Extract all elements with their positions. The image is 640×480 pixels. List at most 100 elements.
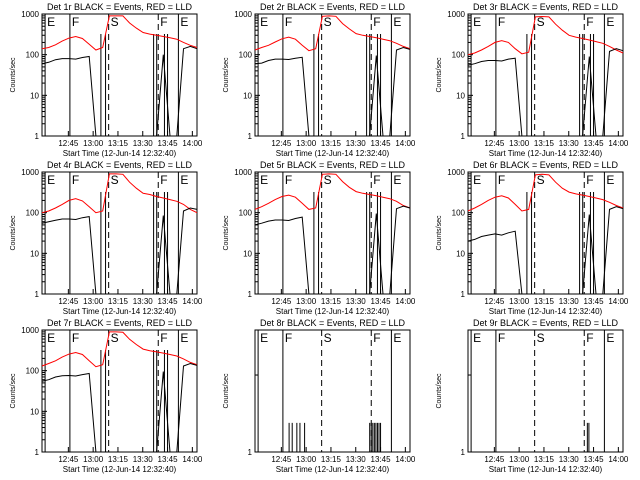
marker-letter: F — [285, 331, 292, 345]
x-tick-label: 12:45 — [484, 139, 505, 148]
y-tick-label: 1000 — [447, 168, 465, 177]
marker-letter: E — [260, 15, 268, 29]
x-tick-label: 12:45 — [58, 297, 79, 306]
series-line-lld — [467, 173, 624, 212]
marker-letter: F — [72, 15, 79, 29]
marker-letter: F — [498, 173, 505, 187]
x-tick-label: 13:30 — [346, 139, 367, 148]
marker-letter: E — [260, 173, 268, 187]
panel-title: Det 5r BLACK = Events, RED = LLD — [260, 160, 406, 170]
x-axis-label: Start Time (12-Jun-14 12:32:40) — [489, 465, 603, 474]
plot-frame — [41, 171, 198, 295]
marker-letter: F — [498, 15, 505, 29]
y-tick-label: 10 — [243, 249, 252, 258]
y-tick-label: 1000 — [21, 10, 39, 19]
y-axis-label: Counts/sec — [10, 57, 17, 93]
x-tick-label: 13:00 — [509, 297, 530, 306]
marker-letter: E — [606, 15, 614, 29]
x-tick-label: 14:00 — [395, 455, 416, 464]
x-tick-label: 13:30 — [133, 139, 154, 148]
y-tick-label: 100 — [239, 51, 253, 60]
y-tick-label: 1000 — [234, 168, 252, 177]
x-tick-label: 13:45 — [584, 455, 605, 464]
x-axis-label: Start Time (12-Jun-14 12:32:40) — [276, 307, 390, 316]
y-tick-label: 100 — [26, 367, 40, 376]
x-tick-label: 13:30 — [559, 139, 580, 148]
x-axis-label: Start Time (12-Jun-14 12:32:40) — [489, 307, 603, 316]
y-axis-label: Counts/sec — [10, 373, 17, 409]
series-line-events — [467, 206, 624, 295]
panel-3: Det 3r BLACK = Events, RED = LLD 1 10 100 10… — [436, 2, 629, 158]
y-tick-label: 10 — [456, 91, 465, 100]
marker-letter: F — [285, 15, 292, 29]
x-tick-label: 13:00 — [509, 455, 530, 464]
x-axis-label: Start Time (12-Jun-14 12:32:40) — [63, 149, 177, 158]
y-tick-label: 1000 — [21, 168, 39, 177]
panel-title: Det 7r BLACK = Events, RED = LLD — [47, 318, 193, 328]
panel-2: Det 2r BLACK = Events, RED = LLD 1 10 100 10… — [223, 2, 416, 158]
series-line-events — [467, 48, 624, 137]
y-tick-label: 1 — [461, 132, 466, 141]
y-tick-label: 10 — [30, 91, 39, 100]
y-tick-label: 10 — [30, 249, 39, 258]
marker-letter: F — [586, 331, 593, 345]
panel-9: Det 9r BLACK = Events, RED = LLD 1 Counts/… — [436, 318, 629, 474]
series-line-events — [41, 207, 198, 295]
marker-letter: S — [537, 15, 545, 29]
x-axis-label: Start Time (12-Jun-14 12:32:40) — [63, 465, 177, 474]
marker-letter: E — [393, 15, 401, 29]
panel-1: Det 1r BLACK = Events, RED = LLD 1 10 100 10… — [10, 2, 203, 158]
y-tick-label: 1 — [248, 290, 253, 299]
y-tick-label: 100 — [239, 209, 253, 218]
plot-frame — [254, 171, 411, 295]
marker-letter: E — [47, 15, 55, 29]
x-tick-label: 13:30 — [133, 297, 154, 306]
x-tick-label: 13:15 — [108, 455, 129, 464]
y-axis-label: Counts/sec — [223, 57, 230, 93]
panel-title: Det 1r BLACK = Events, RED = LLD — [47, 2, 193, 12]
x-tick-label: 13:30 — [346, 455, 367, 464]
marker-letter: S — [537, 331, 545, 345]
x-tick-label: 13:00 — [83, 297, 104, 306]
marker-letter: F — [498, 331, 505, 345]
x-tick-label: 13:30 — [346, 297, 367, 306]
y-tick-label: 10 — [243, 91, 252, 100]
series-line-events — [254, 46, 411, 137]
x-tick-label: 12:45 — [484, 297, 505, 306]
marker-letter: F — [285, 173, 292, 187]
marker-letter: S — [111, 15, 119, 29]
y-axis-label: Counts/sec — [10, 215, 17, 251]
x-tick-label: 13:00 — [83, 455, 104, 464]
panel-8: Det 8r BLACK = Events, RED = LLD 1 Counts/… — [223, 318, 416, 474]
y-axis-label: Counts/sec — [436, 215, 443, 251]
marker-letter: S — [111, 331, 119, 345]
x-tick-label: 13:15 — [321, 297, 342, 306]
marker-letter: E — [393, 331, 401, 345]
y-tick-label: 1 — [35, 290, 40, 299]
series-line-lld — [467, 15, 624, 56]
x-tick-label: 13:15 — [534, 297, 555, 306]
x-tick-label: 12:45 — [271, 297, 292, 306]
marker-letter: E — [47, 173, 55, 187]
marker-letter: E — [47, 331, 55, 345]
series-line-lld — [254, 15, 411, 52]
x-tick-label: 13:45 — [158, 297, 179, 306]
y-axis-label: Counts/sec — [436, 373, 443, 409]
x-tick-label: 13:45 — [158, 139, 179, 148]
x-tick-label: 13:45 — [584, 297, 605, 306]
x-tick-label: 14:00 — [608, 297, 629, 306]
series-line-events — [41, 362, 198, 453]
y-tick-label: 1 — [461, 448, 466, 457]
x-tick-label: 14:00 — [182, 297, 203, 306]
x-tick-label: 13:45 — [158, 455, 179, 464]
y-tick-label: 1 — [35, 448, 40, 457]
marker-letter: F — [586, 173, 593, 187]
x-tick-label: 12:45 — [58, 139, 79, 148]
x-tick-label: 13:45 — [584, 139, 605, 148]
panel-6: Det 6r BLACK = Events, RED = LLD 1 10 100 10… — [436, 160, 629, 316]
x-tick-label: 13:30 — [559, 297, 580, 306]
plot-frame — [467, 171, 624, 295]
marker-letter: E — [606, 331, 614, 345]
marker-letter: S — [111, 173, 119, 187]
y-tick-label: 100 — [26, 51, 40, 60]
